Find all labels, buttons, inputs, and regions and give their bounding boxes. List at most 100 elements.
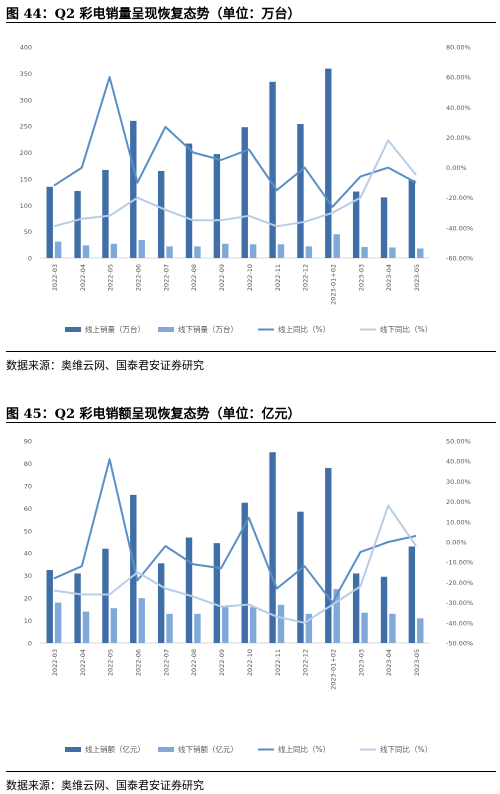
online-yoy-line <box>53 76 417 208</box>
x-axis-category-label: 2023-05 <box>413 649 421 676</box>
right-axis-tick-label: 20.00% <box>446 498 471 506</box>
right-axis-tick-label: -40.00% <box>446 619 473 627</box>
right-axis-tick-label: 10.00% <box>446 518 471 526</box>
right-axis-tick-label: 50.00% <box>446 438 471 446</box>
x-axis-category-label: 2022-11 <box>274 264 282 291</box>
offline-bar <box>222 243 229 258</box>
left-axis-tick-label: 20 <box>24 595 32 603</box>
x-axis-category-label: 2022-06 <box>135 649 143 676</box>
x-axis-category-label: 2023-04 <box>385 264 393 291</box>
online-bar <box>185 143 193 258</box>
right-axis-tick-label: -60.00% <box>446 255 473 263</box>
figure-44-title-rule <box>6 22 496 23</box>
x-axis-category-label: 2023-03 <box>357 264 365 291</box>
left-axis-tick-label: 0 <box>28 640 32 648</box>
figure-45-title-rule <box>6 422 496 423</box>
offline-bar <box>194 613 201 643</box>
left-axis-tick-label: 400 <box>20 44 32 52</box>
online-bar <box>157 170 165 258</box>
offline-bar <box>417 618 424 643</box>
right-axis-tick-label: 40.00% <box>446 458 471 466</box>
x-axis-category-label: 2022-05 <box>107 649 115 676</box>
online-bar <box>408 179 416 258</box>
right-axis-tick-label: -10.00% <box>446 559 473 567</box>
right-axis-tick-label: 30.00% <box>446 478 471 486</box>
right-axis-tick-label: 0.00% <box>446 539 467 547</box>
online-bar <box>185 537 193 643</box>
offline-bar <box>166 613 173 643</box>
online-bar <box>325 467 332 643</box>
right-axis-tick-label: -20.00% <box>446 194 473 202</box>
left-axis-tick-label: 40 <box>24 550 32 558</box>
x-axis-category-label: 2023-04 <box>385 649 393 676</box>
legend-label: 线下同比（%） <box>380 744 432 754</box>
legend-label: 线上同比（%） <box>278 324 330 334</box>
x-axis-category-label: 2023-01+02 <box>330 264 338 305</box>
offline-bar <box>110 608 118 643</box>
right-axis-tick-label: -50.00% <box>446 640 473 648</box>
x-axis-category-label: 2022-04 <box>79 649 87 676</box>
x-axis-category-label: 2022-12 <box>302 649 310 676</box>
offline-bar <box>110 243 118 258</box>
x-axis-category-label: 2022-07 <box>162 649 170 676</box>
left-axis-tick-label: 30 <box>24 572 32 580</box>
figure-45-bottom-rule <box>6 771 496 772</box>
offline-bar <box>417 248 424 258</box>
online-bar <box>352 573 360 643</box>
left-axis-tick-label: 200 <box>20 149 32 157</box>
left-axis-tick-label: 150 <box>20 175 32 183</box>
online-bar <box>325 68 332 258</box>
right-axis-tick-label: -20.00% <box>446 579 473 587</box>
figure-45-source: 数据来源：奥维云网、国泰君安证券研究 <box>6 779 204 792</box>
offline-bar <box>305 246 313 258</box>
left-axis-tick-label: 0 <box>28 255 32 263</box>
left-axis-tick-label: 70 <box>24 482 32 490</box>
left-axis-tick-label: 10 <box>24 617 32 625</box>
online-bar <box>157 563 165 643</box>
online-bar <box>102 548 109 643</box>
left-axis-tick-label: 90 <box>24 438 32 446</box>
x-axis-category-label: 2022-09 <box>218 649 226 676</box>
offline-bar <box>194 246 201 258</box>
right-axis-tick-label: 20.00% <box>446 134 471 142</box>
figure-45-chart: 0 10 20 30 40 50 60 70 80 90 -50.00% -40.00% -30.00%… <box>24 438 473 755</box>
online-bar <box>352 191 360 258</box>
left-axis-tick-label: 250 <box>20 123 32 131</box>
right-axis-tick-label: 80.00% <box>446 44 471 52</box>
online-bar <box>297 124 304 258</box>
x-axis-category-label: 2022-03 <box>51 264 59 291</box>
offline-bar <box>361 246 368 258</box>
offline-yoy-line <box>53 139 417 228</box>
x-axis-category-label: 2023-05 <box>413 264 421 291</box>
offline-bar <box>361 612 368 643</box>
legend-label: 线下同比（%） <box>380 324 432 334</box>
figure-45-title: 图 45：Q2 彩电销额呈现恢复态势（单位：亿元） <box>6 407 301 422</box>
online-bar <box>297 511 304 643</box>
online-bar <box>269 452 276 643</box>
x-axis-category-label: 2022-07 <box>162 264 170 291</box>
legend-label: 线上销额（亿元） <box>85 744 145 754</box>
left-axis-tick-label: 60 <box>24 505 32 513</box>
offline-bar <box>333 234 340 258</box>
legend-offline-bar-swatch <box>158 327 174 332</box>
x-axis-category-label: 2022-12 <box>302 264 310 291</box>
offline-bar <box>138 240 145 258</box>
x-axis-category-label: 2022-05 <box>107 264 115 291</box>
x-axis-category-label: 2022-08 <box>190 264 198 291</box>
offline-bar <box>389 247 396 258</box>
right-axis-tick-label: -30.00% <box>446 599 473 607</box>
figure-44-chart: 0 50 100 150 200 250 300 350 400 -60.00% -40.00% -2… <box>20 44 474 335</box>
offline-bar <box>54 602 62 643</box>
figure-44-bottom-rule <box>6 351 496 352</box>
offline-bar <box>82 245 90 258</box>
online-bar <box>102 169 109 258</box>
right-axis-tick-label: 60.00% <box>446 74 471 82</box>
offline-bar <box>249 607 257 643</box>
online-bar <box>241 502 248 643</box>
x-axis-category-label: 2022-11 <box>274 649 282 676</box>
x-axis-category-label: 2022-03 <box>51 649 59 676</box>
x-axis-category-label: 2022-10 <box>246 649 254 676</box>
offline-bar <box>166 246 173 258</box>
right-axis-tick-label: -40.00% <box>446 224 473 232</box>
figure-44-source: 数据来源：奥维云网、国泰君安证券研究 <box>6 359 204 372</box>
